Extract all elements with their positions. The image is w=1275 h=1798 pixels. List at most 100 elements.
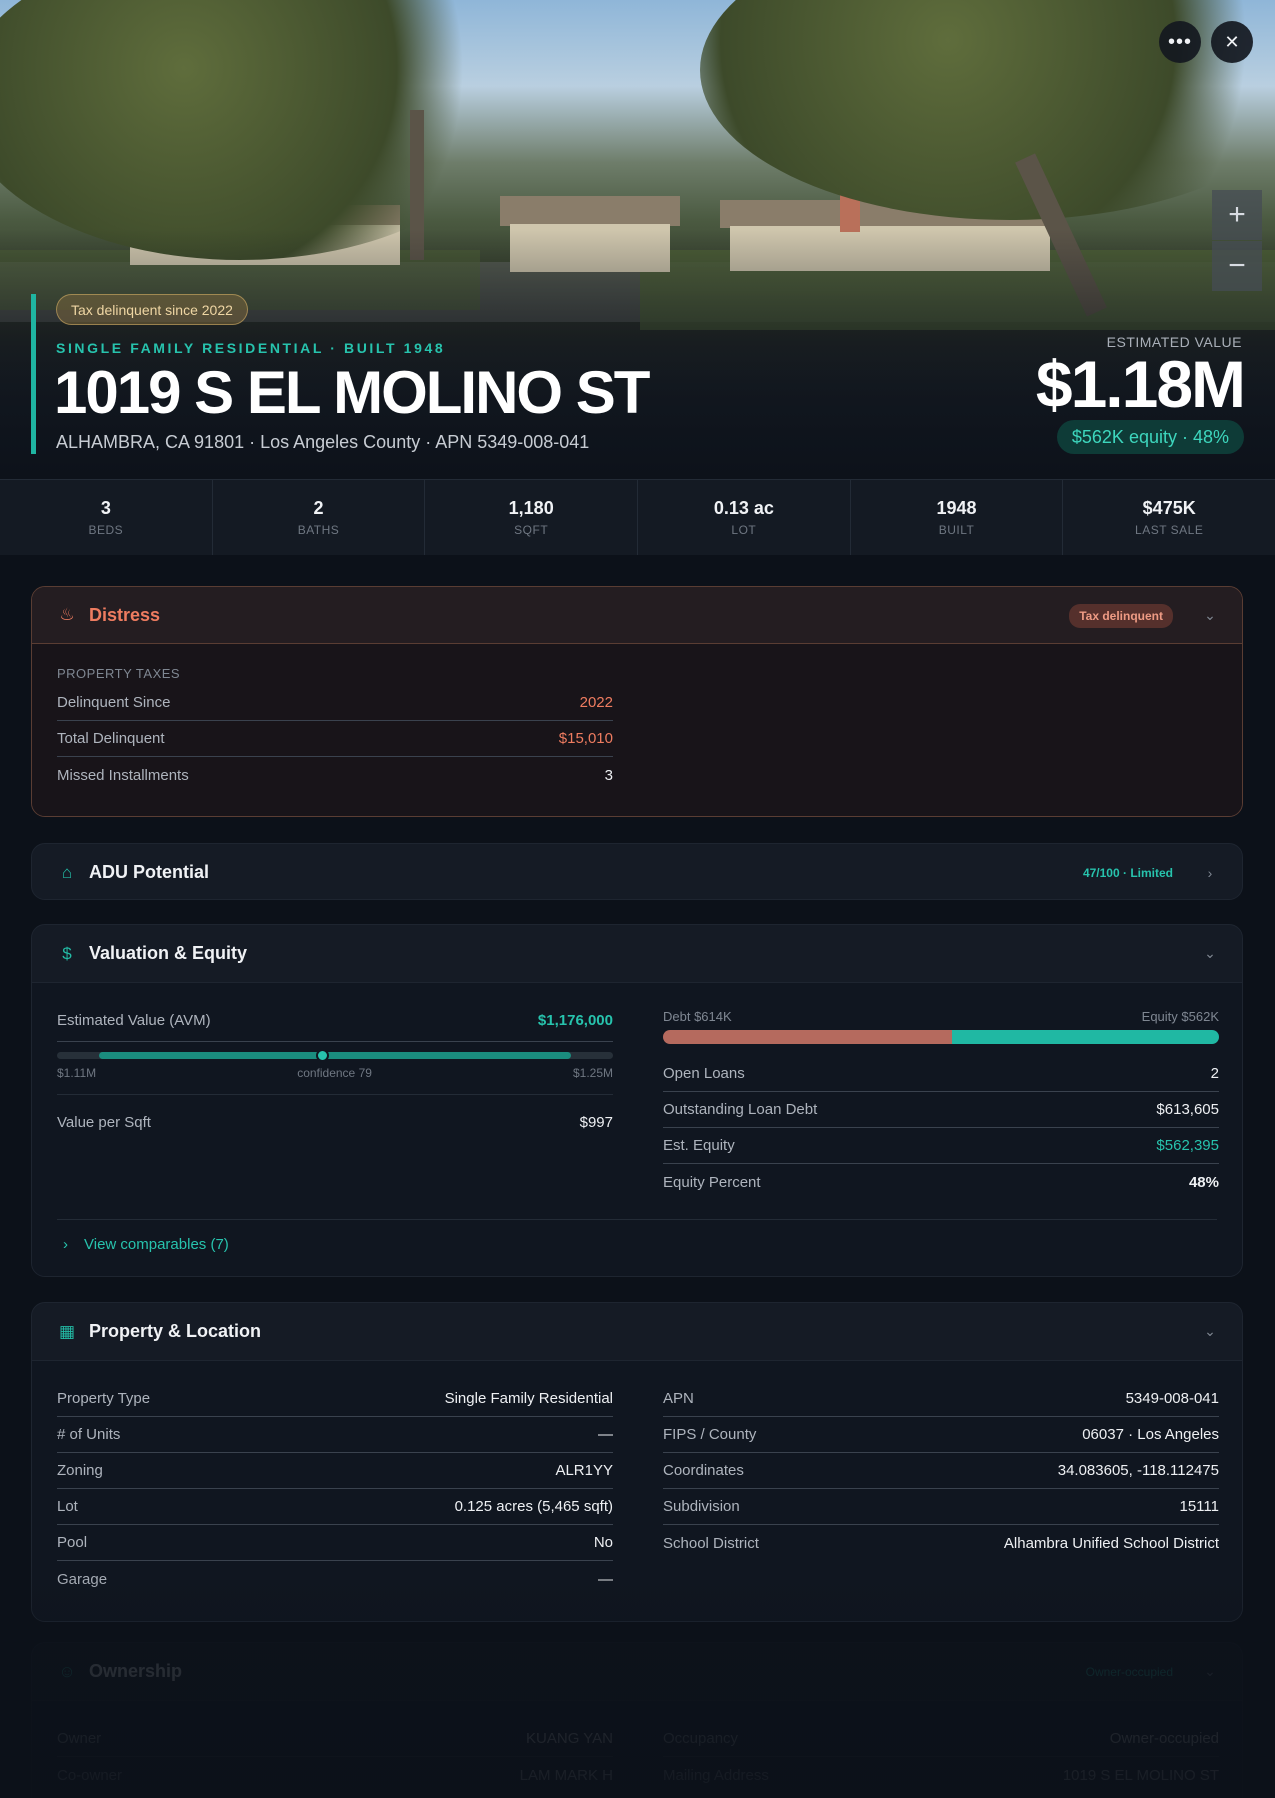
distress-body: PROPERTY TAXES Delinquent Since 2022 Tot… bbox=[32, 644, 1242, 816]
distress-header[interactable]: ♨ Distress Tax delinquent ⌄ bbox=[32, 587, 1242, 644]
property-right: APN 5349-008-041 FIPS / County 06037 · Los… bbox=[663, 1381, 1219, 1561]
row-key: Occupancy bbox=[663, 1730, 739, 1747]
chevron-down-icon[interactable]: ⌄ bbox=[1204, 1663, 1216, 1679]
row-value: 1019 S EL MOLINO ST bbox=[1062, 1766, 1219, 1784]
table-row: Equity Percent 48% bbox=[663, 1164, 1219, 1200]
stat-built: 1948 BUILT bbox=[851, 480, 1064, 555]
chevron-down-icon[interactable]: ⌄ bbox=[1204, 607, 1216, 623]
row-value: Single Family Residential bbox=[444, 1390, 613, 1407]
status-badge: Tax delinquent since 2022 bbox=[56, 294, 248, 325]
plus-icon: + bbox=[1228, 198, 1246, 231]
row-value: Alhambra Unified School District bbox=[1003, 1534, 1219, 1552]
stat-label: LAST SALE bbox=[1135, 523, 1204, 537]
table-row: Open Loans 2 bbox=[663, 1056, 1219, 1092]
row-key: Garage bbox=[57, 1570, 108, 1588]
property-location-card: ▦ Property & Location ⌄ Property Type Sin… bbox=[31, 1302, 1243, 1622]
row-key: Equity Percent bbox=[663, 1173, 761, 1191]
view-comparables-link[interactable]: › View comparables (7) bbox=[57, 1219, 1217, 1253]
row-value: LAM MARK H bbox=[519, 1766, 613, 1784]
property-header[interactable]: ▦ Property & Location ⌄ bbox=[32, 1303, 1242, 1360]
property-eyebrow: SINGLE FAMILY RESIDENTIAL · BUILT 1948 bbox=[56, 340, 446, 356]
property-title: Property & Location bbox=[89, 1321, 262, 1341]
row-value: $15,010 bbox=[558, 730, 613, 747]
more-options-button[interactable]: ••• bbox=[1159, 21, 1201, 63]
row-value: — bbox=[598, 1426, 613, 1443]
adu-header[interactable]: ⌂ ADU Potential 47/100 · Limited › bbox=[32, 844, 1242, 899]
row-key: Mailing Address bbox=[663, 1766, 769, 1784]
row-key: Subdivision bbox=[663, 1498, 740, 1515]
ownership-header[interactable]: ☺ Ownership Owner-occupied ⌄ bbox=[32, 1643, 1242, 1700]
row-value: 34.083605, -118.112475 bbox=[1057, 1462, 1219, 1479]
table-row: Coordinates 34.083605, -118.112475 bbox=[663, 1453, 1219, 1489]
row-value: 15111 bbox=[1179, 1498, 1220, 1515]
ownership-card: ☺ Ownership Owner-occupied ⌄ Owner KUANG … bbox=[31, 1642, 1243, 1798]
ownership-right: Occupancy Owner-occupied Mailing Address 1… bbox=[663, 1721, 1219, 1793]
chevron-down-icon[interactable]: ⌄ bbox=[1204, 945, 1216, 961]
stat-value: 3 bbox=[100, 498, 111, 518]
valuation-right: Debt $614K Equity $562K Open Loans 2 Out… bbox=[663, 983, 1219, 1200]
row-key: Co-owner bbox=[57, 1766, 123, 1784]
chevron-right-icon[interactable]: › bbox=[1207, 864, 1213, 881]
avm-value: $1,176,000 bbox=[537, 1012, 613, 1029]
user-icon: ☺ bbox=[58, 1661, 76, 1681]
stat-label: BUILT bbox=[938, 523, 975, 537]
stat-beds: 3 BEDS bbox=[0, 480, 213, 555]
debt-equity-labels: Debt $614K Equity $562K bbox=[663, 1009, 1219, 1024]
property-left: Property Type Single Family Residential #… bbox=[57, 1381, 613, 1597]
table-row: Total Delinquent $15,010 bbox=[57, 721, 613, 757]
table-row: Occupancy Owner-occupied bbox=[663, 1721, 1219, 1757]
table-row: Zoning ALR1YY bbox=[57, 1453, 613, 1489]
row-key: Est. Equity bbox=[663, 1137, 735, 1154]
row-key: School District bbox=[663, 1534, 759, 1552]
table-row: Mailing Address 1019 S EL MOLINO ST bbox=[663, 1757, 1219, 1793]
stat-baths: 2 BATHS bbox=[213, 480, 426, 555]
row-value: 2 bbox=[1210, 1065, 1219, 1082]
close-button[interactable]: ✕ bbox=[1211, 21, 1253, 63]
ownership-left: Owner KUANG YAN Co-owner LAM MARK H bbox=[57, 1721, 613, 1793]
comparables-label: View comparables (7) bbox=[84, 1236, 229, 1253]
table-row: Co-owner LAM MARK H bbox=[57, 1757, 613, 1793]
stats-bar: 3 BEDS 2 BATHS 1,180 SQFT 0.13 ac LOT 19… bbox=[0, 479, 1275, 555]
table-row: Lot 0.125 acres (5,465 sqft) bbox=[57, 1489, 613, 1525]
row-key: Total Delinquent bbox=[57, 730, 165, 747]
row-value: No bbox=[593, 1534, 613, 1551]
row-value: $997 bbox=[579, 1114, 613, 1131]
hero-accent-bar bbox=[31, 294, 36, 454]
chevron-right-icon: › bbox=[63, 1236, 68, 1253]
zoom-out-button[interactable]: − bbox=[1212, 241, 1262, 291]
row-value: 3 bbox=[604, 766, 613, 784]
adu-card[interactable]: ⌂ ADU Potential 47/100 · Limited › bbox=[31, 843, 1243, 900]
close-icon: ✕ bbox=[1224, 31, 1240, 52]
distress-title: Distress bbox=[89, 604, 161, 625]
confidence-range-fill bbox=[99, 1052, 571, 1059]
row-key: Missed Installments bbox=[57, 766, 189, 784]
row-value: KUANG YAN bbox=[526, 1730, 613, 1747]
row-value: ALR1YY bbox=[555, 1462, 613, 1479]
zoom-in-button[interactable]: + bbox=[1212, 190, 1262, 240]
chevron-down-icon[interactable]: ⌄ bbox=[1204, 1323, 1216, 1339]
row-key: Property Type bbox=[57, 1390, 151, 1407]
row-value: Owner-occupied bbox=[1109, 1730, 1219, 1747]
stat-label: BATHS bbox=[297, 523, 340, 537]
minus-icon: − bbox=[1228, 249, 1246, 282]
valuation-header[interactable]: $ Valuation & Equity ⌄ bbox=[32, 925, 1242, 982]
table-row: School District Alhambra Unified School D… bbox=[663, 1525, 1219, 1561]
row-key: Open Loans bbox=[663, 1065, 745, 1082]
property-body: Property Type Single Family Residential #… bbox=[32, 1360, 1242, 1621]
row-key: Owner bbox=[57, 1730, 102, 1747]
row-key: # of Units bbox=[57, 1426, 121, 1443]
debt-equity-bar bbox=[663, 1030, 1219, 1044]
flame-icon: ♨ bbox=[59, 605, 75, 624]
sub-address: ALHAMBRA, CA 91801 · Los Angeles County … bbox=[56, 432, 590, 452]
row-key: Pool bbox=[57, 1534, 88, 1551]
stat-value: 2 bbox=[313, 498, 324, 518]
range-low: $1.11M bbox=[57, 1066, 97, 1080]
avm-row: Estimated Value (AVM) $1,176,000 bbox=[57, 1000, 613, 1042]
section-label: PROPERTY TAXES bbox=[57, 666, 181, 681]
equity-label: Equity $562K bbox=[1141, 1009, 1219, 1024]
row-key: Coordinates bbox=[663, 1462, 744, 1479]
distress-badge: Tax delinquent bbox=[1069, 603, 1173, 628]
row-value: $613,605 bbox=[1156, 1101, 1219, 1118]
ownership-badge: Owner-occupied bbox=[1085, 1664, 1173, 1679]
range-labels: $1.11M confidence 79 $1.25M bbox=[57, 1066, 613, 1080]
